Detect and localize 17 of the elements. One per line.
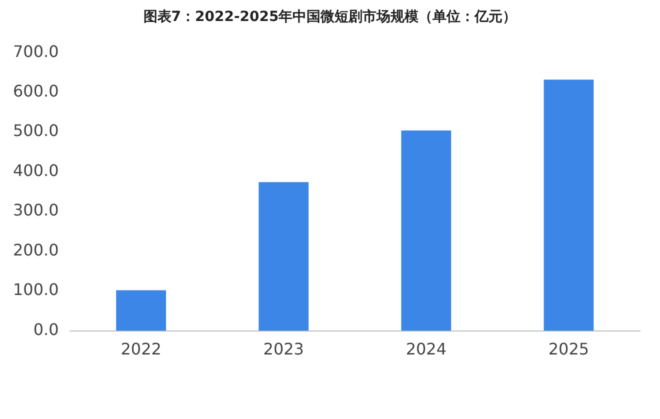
x-tick-label: 2022 <box>120 340 162 359</box>
y-tick-label: 600.0 <box>12 82 59 100</box>
y-tick-label: 0.0 <box>33 320 59 339</box>
y-tick-label: 100.0 <box>12 280 59 300</box>
bar <box>544 80 594 331</box>
bar <box>116 290 166 331</box>
y-tick-label: 500.0 <box>12 121 59 140</box>
x-tick-label: 2025 <box>548 340 590 359</box>
y-tick-label: 700.0 <box>12 42 59 61</box>
chart-title: 图表7：2022-2025年中国微短剧市场规模（单位：亿元） <box>142 8 518 26</box>
bar <box>258 182 309 331</box>
y-tick-label: 200.0 <box>12 240 59 260</box>
y-tick-label: 300.0 <box>12 200 59 220</box>
bar <box>401 130 452 331</box>
y-tick-label: 400.0 <box>12 160 59 180</box>
x-tick-label: 2023 <box>263 340 304 359</box>
x-tick-label: 2024 <box>406 340 447 359</box>
